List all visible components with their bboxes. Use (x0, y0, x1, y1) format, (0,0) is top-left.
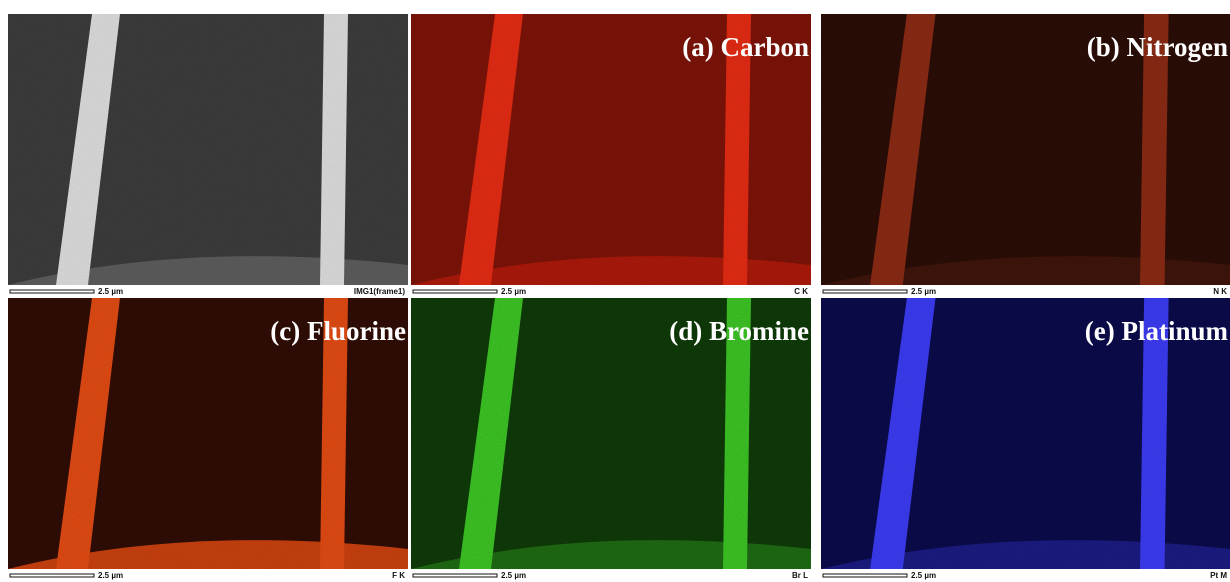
element-label: (c) Fluorine (270, 316, 406, 346)
scale-strip (821, 285, 1230, 298)
figure: 2.5 µm IMG1(frame1) (a) Carbon 2.5 µm C K (b)… (0, 0, 1230, 581)
detector-label: C K (794, 287, 808, 296)
scale-bar-label: 2.5 µm (911, 287, 936, 296)
scale-bar-label: 2.5 µm (501, 287, 526, 296)
scale-strip (411, 285, 811, 298)
scale-strip (8, 285, 408, 298)
panel-svg: (a) Carbon 2.5 µm C K (411, 14, 811, 298)
noise-overlay (8, 14, 408, 285)
detector-label: F K (392, 571, 405, 580)
scale-strip (821, 569, 1230, 582)
panel: (a) Carbon 2.5 µm C K (411, 14, 819, 298)
panel: (c) Fluorine 2.5 µm F K (8, 298, 416, 582)
panel-svg: (c) Fluorine 2.5 µm F K (8, 298, 408, 582)
panel-svg: 2.5 µm IMG1(frame1) (8, 14, 408, 298)
scale-strip (411, 569, 811, 582)
scale-bar-label: 2.5 µm (911, 571, 936, 580)
panel-svg: (e) Platinum 2.5 µm Pt M (821, 298, 1230, 582)
panel-svg: (d) Bromine 2.5 µm Br L (411, 298, 811, 582)
panel: (e) Platinum 2.5 µm Pt M (821, 298, 1229, 582)
detector-label: Br L (792, 571, 808, 580)
panel: (b) Nitrogen 2.5 µm N K (821, 14, 1229, 298)
element-label: (d) Bromine (669, 316, 809, 346)
scale-bar-label: 2.5 µm (501, 571, 526, 580)
element-label: (a) Carbon (682, 32, 809, 62)
detector-label: N K (1213, 287, 1227, 296)
scale-strip (8, 569, 408, 582)
panel-svg: (b) Nitrogen 2.5 µm N K (821, 14, 1230, 298)
scale-bar-label: 2.5 µm (98, 571, 123, 580)
detector-label: Pt M (1210, 571, 1227, 580)
detector-label: IMG1(frame1) (354, 287, 405, 296)
panel: (d) Bromine 2.5 µm Br L (411, 298, 819, 582)
scale-bar-label: 2.5 µm (98, 287, 123, 296)
element-label: (e) Platinum (1085, 316, 1229, 346)
panel: 2.5 µm IMG1(frame1) (8, 14, 416, 298)
element-label: (b) Nitrogen (1087, 32, 1228, 62)
